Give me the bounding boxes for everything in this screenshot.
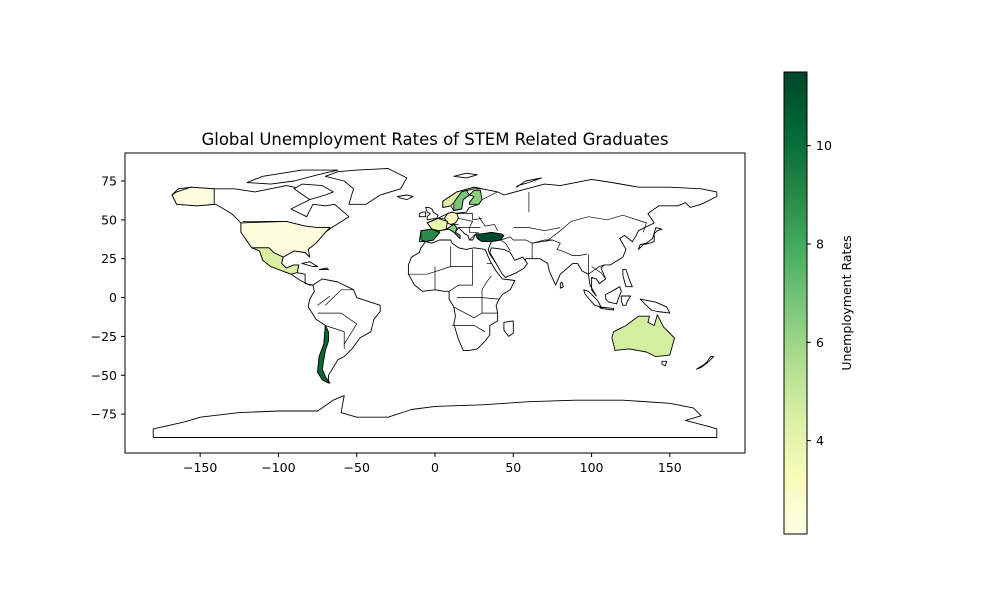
country-border xyxy=(452,325,486,333)
land-sri-lanka xyxy=(559,281,564,289)
land-new-guinea xyxy=(639,298,671,314)
country-border xyxy=(325,325,345,349)
y-axis: 75 50 25 0 −25 −50 −75 xyxy=(91,173,125,422)
colorbar-label: Unemployment Rates xyxy=(839,235,854,370)
x-tick-label: −150 xyxy=(183,460,217,475)
country-border xyxy=(453,306,498,319)
y-tick-label: 75 xyxy=(101,173,117,188)
land-new-zealand xyxy=(696,356,715,370)
country-border xyxy=(531,239,587,259)
land-tasmania xyxy=(661,360,668,367)
land-greenland xyxy=(324,168,408,205)
colorbar-tick-label: 8 xyxy=(816,237,824,252)
country-border xyxy=(456,213,483,221)
land-sulawesi xyxy=(620,295,632,306)
country-border xyxy=(591,266,606,280)
x-tick-label: 150 xyxy=(658,460,682,475)
land-ireland xyxy=(418,211,427,218)
x-tick-label: 100 xyxy=(580,460,604,475)
land-arctic-islands xyxy=(246,169,339,185)
land-japan xyxy=(638,227,663,250)
land-novaya-zemlya xyxy=(515,177,542,188)
colorbar-ticks: 4 6 8 10 xyxy=(807,138,832,448)
land-sumatra xyxy=(583,289,602,308)
y-tick-label: 25 xyxy=(101,251,117,266)
region-finland[interactable]: Finland xyxy=(468,189,483,205)
land-borneo xyxy=(605,286,622,305)
country-border xyxy=(325,289,354,306)
region-italy[interactable]: Italy xyxy=(445,224,461,239)
x-tick-label: 0 xyxy=(431,460,439,475)
y-tick-label: −25 xyxy=(91,329,117,344)
country-border xyxy=(317,312,358,345)
land-baffin xyxy=(293,183,334,201)
region-sweden[interactable]: Sweden xyxy=(453,189,470,211)
country-border xyxy=(481,275,492,314)
map-layer: United StatesAlaska (United States)Mexic… xyxy=(152,168,718,438)
region-france[interactable]: France xyxy=(426,217,448,232)
country-border xyxy=(469,233,476,241)
chart-title: Global Unemployment Rates of STEM Relate… xyxy=(201,130,668,149)
country-border xyxy=(588,254,605,275)
y-tick-label: −50 xyxy=(91,368,117,383)
country-border xyxy=(500,236,553,244)
x-axis: −150 −100 −50 0 50 100 150 xyxy=(183,453,682,475)
country-border xyxy=(478,216,498,231)
region-australia[interactable]: Australia xyxy=(611,314,675,358)
country-border xyxy=(458,227,479,233)
colorbar xyxy=(783,71,808,535)
x-tick-label: 50 xyxy=(505,460,521,475)
land-hispaniola xyxy=(318,267,329,271)
land-iceland xyxy=(396,194,414,201)
land-antarctica xyxy=(152,395,718,438)
x-tick-label: −50 xyxy=(344,460,370,475)
country-border xyxy=(545,214,647,242)
land-cuba xyxy=(301,261,319,267)
country-border xyxy=(317,295,331,306)
y-tick-label: 50 xyxy=(101,212,117,227)
land-java xyxy=(598,306,614,311)
land-philippines xyxy=(622,269,633,288)
colorbar-tick-label: 10 xyxy=(816,138,832,153)
y-tick-label: −75 xyxy=(91,407,117,422)
region-mexico[interactable]: Mexico xyxy=(251,247,300,275)
land-madagascar xyxy=(503,320,514,337)
region-norway[interactable]: Norway xyxy=(442,186,483,208)
land-arabia xyxy=(489,247,528,278)
x-tick-label: −100 xyxy=(261,460,295,475)
country-border xyxy=(513,227,561,232)
land-uk xyxy=(425,206,439,221)
region-chile[interactable]: Chile xyxy=(317,325,331,384)
region-turkey[interactable]: Turkey xyxy=(475,231,505,243)
region-alaska-united-states[interactable]: Alaska (United States) xyxy=(171,186,215,207)
region-spain[interactable]: Spain xyxy=(420,228,441,243)
y-tick-label: 0 xyxy=(109,290,117,305)
country-border xyxy=(458,217,481,228)
colorbar-tick-label: 6 xyxy=(816,335,824,350)
land-svalbard xyxy=(453,172,478,179)
colorbar-tick-label: 4 xyxy=(816,433,824,448)
